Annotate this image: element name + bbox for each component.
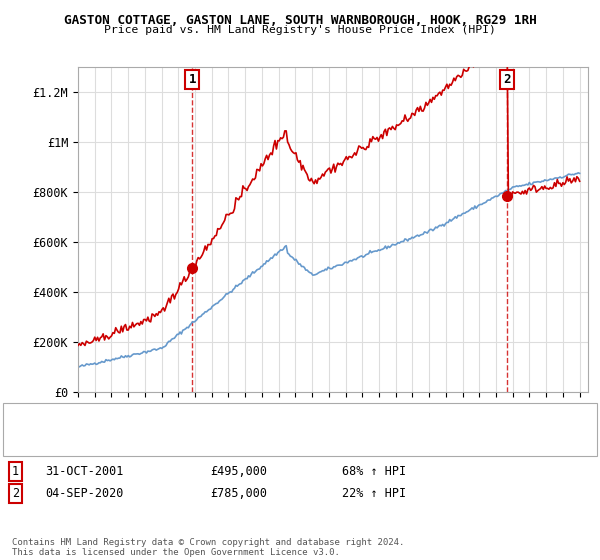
Text: £785,000: £785,000 [210, 487, 267, 501]
Text: 1: 1 [12, 465, 19, 478]
Text: Contains HM Land Registry data © Crown copyright and database right 2024.
This d: Contains HM Land Registry data © Crown c… [12, 538, 404, 557]
Text: ─────: ───── [12, 431, 49, 445]
Text: 68% ↑ HPI: 68% ↑ HPI [342, 465, 406, 478]
Text: 1: 1 [188, 73, 196, 86]
Text: £495,000: £495,000 [210, 465, 267, 478]
Text: ─────: ───── [12, 412, 49, 425]
Text: 31-OCT-2001: 31-OCT-2001 [45, 465, 124, 478]
Text: Price paid vs. HM Land Registry's House Price Index (HPI): Price paid vs. HM Land Registry's House … [104, 25, 496, 35]
Text: 2: 2 [503, 73, 511, 86]
Text: 2: 2 [12, 487, 19, 501]
Text: 04-SEP-2020: 04-SEP-2020 [45, 487, 124, 501]
Text: HPI: Average price, detached house, Hart: HPI: Average price, detached house, Hart [54, 433, 304, 443]
Text: GASTON COTTAGE, GASTON LANE, SOUTH WARNBOROUGH, HOOK, RG29 1RH: GASTON COTTAGE, GASTON LANE, SOUTH WARNB… [64, 14, 536, 27]
Text: 22% ↑ HPI: 22% ↑ HPI [342, 487, 406, 501]
Text: GASTON COTTAGE, GASTON LANE, SOUTH WARNBOROUGH, HOOK, RG29 1RH (detache: GASTON COTTAGE, GASTON LANE, SOUTH WARNB… [54, 413, 498, 423]
